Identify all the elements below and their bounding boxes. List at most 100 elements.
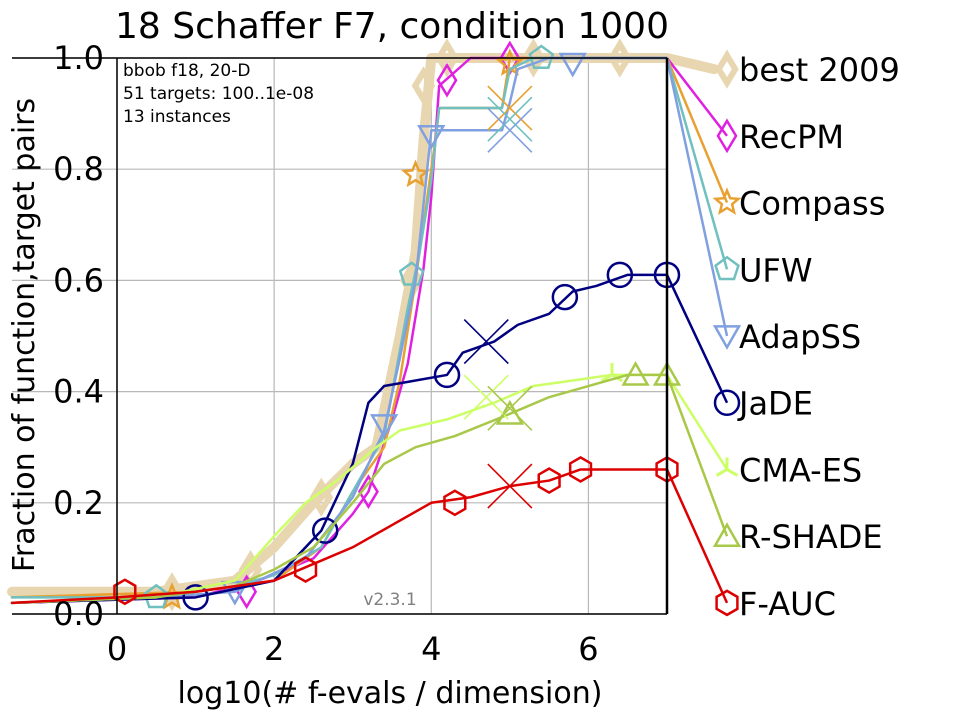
y-tick-label: 0.6 [53,261,104,299]
series-line [10,373,669,605]
series-recpm [10,40,728,610]
legend-item: JaDE [713,385,813,423]
hexagon-marker [715,589,739,617]
series-tail [665,57,729,204]
hexagon-marker [568,455,593,483]
legend-item: best 2009 [715,49,900,89]
cross-stroke [463,374,509,420]
info-line: 13 instances [123,107,231,127]
hexagon-marker [113,578,137,606]
diamond-marker [715,49,739,89]
chart-title: 18 Schaffer F7, condition 1000 [115,6,669,47]
series-tail [665,57,729,337]
triangle-up-marker [621,361,650,386]
series-f-auc [10,455,729,606]
circle-marker [551,283,579,311]
y-tick-labels: 0.0 0.2 0.4 0.6 0.8 1.0 [53,39,104,633]
series-line [10,468,669,605]
series-tail [665,57,729,270]
cross-markers [463,85,533,509]
hexagon-marker [443,489,467,517]
series-ufw [10,44,729,609]
legend-label: UFW [739,251,812,289]
diamond-marker [309,477,334,517]
series-tail [665,274,729,404]
legend-item: Compass [712,185,885,223]
legend-item: F-AUC [715,585,836,623]
y-tick-label: 0.0 [53,595,104,633]
series-compass [10,48,729,610]
diamond-marker [716,118,738,154]
series-tail [665,374,729,537]
circle-marker [182,584,209,611]
legend-label: RecPM [739,118,844,156]
series-line [10,373,669,605]
pentagon-marker [398,261,425,286]
legend-label: F-AUC [739,585,836,623]
x-tick-label: 2 [264,630,284,668]
x-tick-label: 4 [421,630,441,668]
series-line [10,56,669,605]
diamond-marker [435,38,459,78]
triangle-up-marker [495,399,525,425]
pentagon-marker [714,255,740,281]
legend-item: R-SHADE [712,518,883,556]
circle-marker [311,517,339,544]
cross-stroke [487,85,533,131]
legend-item: CMA-ES [715,451,862,489]
series-tail [665,374,729,471]
star-marker [712,187,742,215]
cross-stroke [487,96,533,142]
info-line: 51 targets: 100..1e-08 [123,84,314,104]
legend-label: AdapSS [739,318,861,356]
series-tail [666,57,728,137]
series-adapss [10,52,729,606]
x-tick-label: 6 [578,630,598,668]
cross-marker [487,85,533,131]
y-tick-label: 1.0 [53,39,104,77]
y-tick-label: 0.4 [53,373,104,411]
hexagon-marker [537,467,561,495]
diamond-marker [608,38,632,78]
circle-marker [606,261,634,289]
legend: best 2009 RecPM Compass UFW AdapSS JaDE CMA-ES… [712,49,900,623]
hexagon-marker [293,556,318,583]
y-tick-label: 0.8 [53,150,104,188]
pentagon-marker [528,44,555,69]
x-axis-label: log10(# f-evals / dimension) [178,676,603,711]
x-tick-labels: 0 2 4 6 [107,630,599,668]
legend-label: CMA-ES [739,451,862,489]
legend-item: UFW [714,251,812,289]
diamond-marker [357,474,379,510]
circle-marker [433,361,461,389]
series-r-shade [10,361,729,605]
legend-label: JaDE [737,385,813,423]
info-box: bbob f18, 20-D 51 targets: 100..1e-08 13 i… [123,61,314,127]
tri-arm [726,468,739,477]
tri-marker [715,457,739,477]
cross-stroke [487,385,533,431]
diamond-marker [160,572,184,612]
diamond-marker [521,38,546,78]
star-marker [401,159,431,188]
info-line: bbob f18, 20-D [123,61,250,81]
tri-arm [600,373,613,383]
series-line [10,273,669,605]
y-axis-label: Fraction of function,target pairs [7,98,42,572]
diamond-marker [411,66,436,106]
series-group [7,38,729,612]
triangle-down-marker [220,580,250,606]
legend-item: RecPM [716,118,844,156]
legend-label: R-SHADE [739,518,883,556]
cross-stroke [487,107,533,153]
triangle-up-marker [712,522,742,548]
cross-stroke [463,318,509,365]
triangle-down-marker [417,124,446,150]
pentagon-marker [143,583,170,609]
circle-marker [713,389,741,416]
x-tick-label: 0 [107,630,127,668]
series-tail [665,468,729,604]
legend-item: AdapSS [712,318,861,356]
series-line [10,56,669,605]
